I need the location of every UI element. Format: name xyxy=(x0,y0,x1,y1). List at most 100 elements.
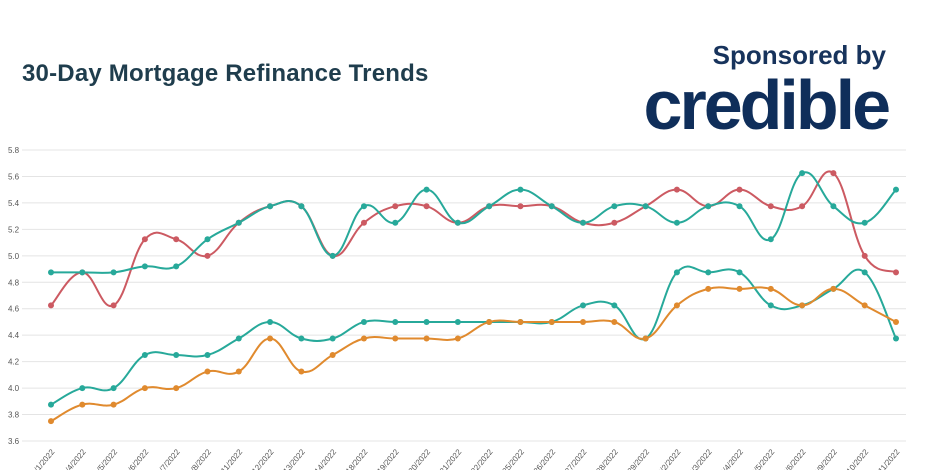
y-tick-label: 5.6 xyxy=(8,172,20,181)
data-point xyxy=(705,203,712,210)
x-tick-label: 2/11/2022 xyxy=(872,447,902,470)
data-point xyxy=(79,385,86,392)
data-point xyxy=(235,219,242,226)
data-point xyxy=(548,203,555,210)
x-tick-label: 1/11/2022 xyxy=(215,447,245,470)
data-point xyxy=(767,203,774,210)
data-point xyxy=(141,385,148,392)
data-point xyxy=(673,302,680,309)
x-tick-label: 1/8/2022 xyxy=(186,447,213,470)
data-point xyxy=(110,269,117,276)
x-axis-ticks: 1/1/2022 1/4/2022 1/5/2022 1/6/2022 1/7/2022… xyxy=(30,447,902,470)
data-point xyxy=(392,203,399,210)
data-point xyxy=(204,252,211,259)
data-point xyxy=(423,186,430,193)
x-tick-label: 1/21/2022 xyxy=(434,447,464,470)
data-point xyxy=(736,203,743,210)
data-point xyxy=(173,385,180,392)
data-point xyxy=(736,285,743,292)
data-point xyxy=(767,236,774,243)
y-tick-label: 4.4 xyxy=(8,331,20,340)
y-tick-label: 3.6 xyxy=(8,437,20,446)
data-point xyxy=(486,203,493,210)
data-point xyxy=(298,203,305,210)
data-point xyxy=(893,318,899,325)
data-point xyxy=(673,219,680,226)
data-point xyxy=(611,203,618,210)
data-point xyxy=(517,203,524,210)
x-tick-label: 1/20/2022 xyxy=(402,447,432,470)
data-point xyxy=(830,203,837,210)
data-point xyxy=(204,236,211,243)
y-tick-label: 5.2 xyxy=(8,225,20,234)
data-point xyxy=(799,302,806,309)
x-tick-label: 2/4/2022 xyxy=(718,447,745,470)
data-point xyxy=(141,352,148,359)
x-tick-label: 1/27/2022 xyxy=(559,447,589,470)
data-point xyxy=(360,335,367,342)
sponsor-logo: credible xyxy=(643,66,891,144)
data-point xyxy=(48,401,54,408)
x-tick-label: 1/25/2022 xyxy=(496,447,526,470)
x-tick-label: 1/1/2022 xyxy=(30,447,57,470)
data-point xyxy=(611,219,618,226)
x-tick-label: 1/5/2022 xyxy=(92,447,119,470)
data-point xyxy=(267,335,274,342)
y-tick-label: 5.0 xyxy=(8,252,20,261)
data-point xyxy=(329,252,336,259)
series-line-2 xyxy=(51,171,897,274)
data-point xyxy=(110,302,117,309)
series-line-3 xyxy=(50,265,897,406)
data-point xyxy=(893,335,899,342)
data-point xyxy=(611,302,618,309)
data-point xyxy=(235,368,242,375)
data-point xyxy=(893,186,899,193)
data-point xyxy=(48,302,54,309)
data-point xyxy=(392,335,399,342)
data-point xyxy=(48,418,54,425)
data-point xyxy=(673,186,680,193)
data-point xyxy=(642,203,649,210)
y-tick-label: 5.8 xyxy=(8,146,20,155)
x-tick-label: 1/13/2022 xyxy=(277,447,307,470)
data-point xyxy=(580,219,587,226)
data-point xyxy=(48,269,54,276)
grid xyxy=(22,149,906,442)
data-point xyxy=(79,401,86,408)
data-point xyxy=(705,285,712,292)
x-tick-label: 1/7/2022 xyxy=(155,447,182,470)
data-point xyxy=(517,318,524,325)
data-point xyxy=(298,335,305,342)
y-tick-label: 5.4 xyxy=(8,199,20,208)
chart-title: 30-Day Mortgage Refinance Trends xyxy=(22,60,429,87)
data-point xyxy=(548,318,555,325)
y-tick-label: 4.0 xyxy=(8,384,20,393)
x-tick-label: 1/18/2022 xyxy=(340,447,370,470)
data-point xyxy=(611,318,618,325)
sponsor-label: Sponsored by xyxy=(712,40,886,70)
data-point xyxy=(830,285,837,292)
x-tick-label: 1/6/2022 xyxy=(124,447,151,470)
data-point xyxy=(861,219,868,226)
data-point xyxy=(767,285,774,292)
data-point xyxy=(517,186,524,193)
data-point xyxy=(360,219,367,226)
data-point xyxy=(642,335,649,342)
data-point xyxy=(204,368,211,375)
data-point xyxy=(673,269,680,276)
data-point xyxy=(110,401,117,408)
x-tick-label: 1/19/2022 xyxy=(371,447,401,470)
x-tick-label: 1/14/2022 xyxy=(308,447,338,470)
data-point xyxy=(423,335,430,342)
data-point xyxy=(799,170,806,177)
data-point xyxy=(580,318,587,325)
data-point xyxy=(360,318,367,325)
data-point xyxy=(736,186,743,193)
data-point xyxy=(360,203,367,210)
data-point xyxy=(110,385,117,392)
x-tick-label: 2/3/2022 xyxy=(687,447,714,470)
x-tick-label: 2/5/2022 xyxy=(749,447,776,470)
x-tick-label: 1/4/2022 xyxy=(61,447,88,470)
y-axis-ticks: 3.6 3.8 4.0 4.2 4.4 4.6 4.8 5.0 5.2 5.4 5.6 5.8 xyxy=(8,146,20,446)
y-tick-label: 4.2 xyxy=(8,358,20,367)
